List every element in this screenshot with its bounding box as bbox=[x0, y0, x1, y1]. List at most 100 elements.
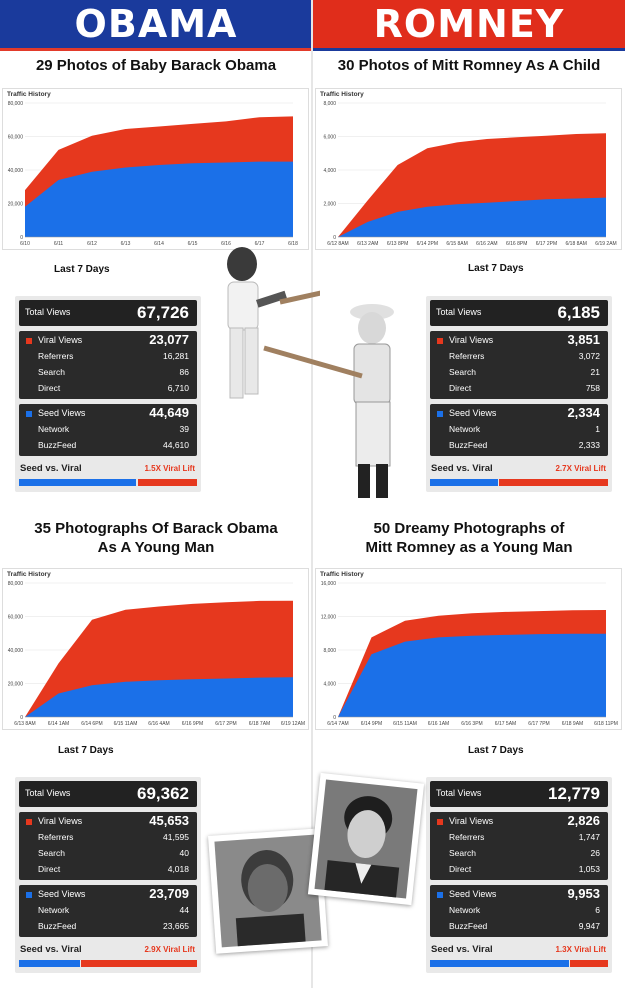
referrers-value: 41,595 bbox=[163, 832, 189, 842]
y-tick-label: 8,000 bbox=[323, 648, 336, 654]
seed-vs-viral-bar bbox=[19, 479, 197, 486]
search-row: Search 21 bbox=[430, 365, 608, 379]
stats-panel: Total Views 6,185 Viral Views 3,851 Refe… bbox=[426, 296, 612, 492]
buzzfeed-row: BuzzFeed 9,947 bbox=[430, 919, 608, 933]
viral-views-block: Viral Views 2,826 Referrers 1,747 Search… bbox=[430, 812, 608, 880]
total-views-box: Total Views 12,779 bbox=[430, 781, 608, 807]
y-tick-label: 80,000 bbox=[8, 101, 24, 107]
traffic-history-label: Traffic History bbox=[320, 571, 364, 578]
x-tick-label: 6/16 bbox=[221, 241, 231, 247]
viral-views-value: 23,077 bbox=[149, 332, 189, 347]
viral-views-label: Viral Views bbox=[38, 816, 83, 826]
direct-value: 4,018 bbox=[167, 864, 189, 874]
viral-views-block: Viral Views 23,077 Referrers 16,281 Sear… bbox=[19, 331, 197, 399]
search-row: Search 40 bbox=[19, 846, 197, 860]
buzzfeed-value: 44,610 bbox=[163, 440, 189, 450]
x-tick-label: 6/14 9PM bbox=[361, 721, 382, 727]
total-views-box: Total Views 67,726 bbox=[19, 300, 197, 326]
viral-views-block: Viral Views 3,851 Referrers 3,072 Search… bbox=[430, 331, 608, 399]
header-obama: OBAMA bbox=[0, 0, 312, 51]
viral-lift-label: 1.3X Viral Lift bbox=[555, 945, 606, 954]
viral-views-row: Viral Views 3,851 bbox=[430, 331, 608, 349]
x-tick-label: 6/17 bbox=[255, 241, 265, 247]
traffic-chart: Traffic History 0 20,000 40,000 60,000 80,00… bbox=[2, 88, 309, 250]
seed-views-row: Seed Views 2,334 bbox=[430, 404, 608, 422]
y-tick-label: 60,000 bbox=[8, 135, 24, 141]
y-tick-label: 80,000 bbox=[8, 581, 24, 587]
viral-bar-fill bbox=[498, 479, 608, 486]
buzzfeed-value: 2,333 bbox=[578, 440, 600, 450]
panel-title: 50 Dreamy Photographs of Mitt Romney as … bbox=[313, 519, 625, 557]
x-tick-label: 6/18 9AM bbox=[562, 721, 583, 727]
young-obama-portrait bbox=[214, 834, 322, 948]
x-tick-label: 6/12 8AM bbox=[327, 241, 348, 247]
y-tick-label: 16,000 bbox=[321, 581, 337, 587]
panel-title-line: 30 Photos of Mitt Romney As A Child bbox=[337, 57, 601, 74]
viral-views-row: Viral Views 2,826 bbox=[430, 812, 608, 830]
panel-title-line: 50 Dreamy Photographs of bbox=[373, 520, 565, 537]
center-divider bbox=[311, 0, 313, 988]
search-label: Search bbox=[449, 367, 476, 377]
x-tick-label: 6/10 bbox=[20, 241, 30, 247]
x-tick-label: 6/14 1AM bbox=[48, 721, 69, 727]
total-views-value: 12,779 bbox=[548, 784, 600, 803]
referrers-row: Referrers 41,595 bbox=[19, 830, 197, 844]
buzzfeed-row: BuzzFeed 2,333 bbox=[430, 438, 608, 452]
seed-views-block: Seed Views 2,334 Network 1 BuzzFeed 2,33… bbox=[430, 404, 608, 456]
referrers-value: 16,281 bbox=[163, 351, 189, 361]
x-tick-label: 6/14 bbox=[154, 241, 164, 247]
x-tick-label: 6/19 2AM bbox=[595, 241, 616, 247]
network-label: Network bbox=[449, 905, 481, 915]
seed-views-row: Seed Views 44,649 bbox=[19, 404, 197, 422]
x-tick-label: 6/17 2PM bbox=[536, 241, 557, 247]
buzzfeed-label: BuzzFeed bbox=[38, 921, 77, 931]
stats-panel: Total Views 12,779 Viral Views 2,826 Ref… bbox=[426, 777, 612, 973]
seed-vs-viral-label: Seed vs. Viral bbox=[20, 463, 82, 474]
y-tick-label: 0 bbox=[20, 715, 23, 721]
direct-label: Direct bbox=[449, 383, 472, 393]
direct-row: Direct 4,018 bbox=[19, 862, 197, 876]
seed-views-value: 23,709 bbox=[149, 886, 189, 901]
direct-label: Direct bbox=[38, 864, 61, 874]
x-tick-label: 6/16 9PM bbox=[182, 721, 203, 727]
search-value: 86 bbox=[179, 367, 189, 377]
traffic-chart: Traffic History 0 2,000 4,000 6,000 8,000 6/1… bbox=[315, 88, 622, 250]
viral-square-icon bbox=[437, 819, 443, 825]
x-tick-label: 6/13 2AM bbox=[357, 241, 378, 247]
panel-title-line: 29 Photos of Baby Barack Obama bbox=[35, 57, 277, 74]
seed-views-value: 44,649 bbox=[149, 405, 189, 420]
x-tick-label: 6/16 3PM bbox=[461, 721, 482, 727]
stats-panel: Total Views 69,362 Viral Views 45,653 Re… bbox=[15, 777, 201, 973]
young-obama-photo bbox=[208, 828, 328, 954]
seed-views-value: 9,953 bbox=[567, 886, 600, 901]
viral-views-block: Viral Views 45,653 Referrers 41,595 Sear… bbox=[19, 812, 197, 880]
viral-views-label: Viral Views bbox=[449, 816, 494, 826]
network-label: Network bbox=[449, 424, 481, 434]
network-row: Network 1 bbox=[430, 422, 608, 436]
traffic-chart-svg: 0 4,000 8,000 12,000 16,000 6/14 7AM 6/14 9PM 6… bbox=[321, 581, 618, 727]
last-7-days-label: Last 7 Days bbox=[54, 264, 110, 275]
direct-row: Direct 6,710 bbox=[19, 381, 197, 395]
y-tick-label: 4,000 bbox=[323, 168, 336, 174]
traffic-history-label: Traffic History bbox=[7, 91, 51, 98]
y-tick-label: 2,000 bbox=[323, 202, 336, 208]
viral-square-icon bbox=[26, 338, 32, 344]
search-value: 26 bbox=[590, 848, 600, 858]
seed-square-icon bbox=[437, 892, 443, 898]
last-7-days-label: Last 7 Days bbox=[468, 745, 524, 756]
x-tick-label: 6/14 6PM bbox=[81, 721, 102, 727]
y-tick-label: 60,000 bbox=[8, 615, 24, 621]
x-tick-label: 6/15 8AM bbox=[446, 241, 467, 247]
total-views-label: Total Views bbox=[436, 307, 482, 317]
viral-lift-label: 2.7X Viral Lift bbox=[555, 464, 606, 473]
x-tick-label: 6/18 bbox=[288, 241, 298, 247]
network-label: Network bbox=[38, 424, 70, 434]
search-label: Search bbox=[449, 848, 476, 858]
header-romney: ROMNEY bbox=[313, 0, 625, 51]
traffic-chart-svg: 0 20,000 40,000 60,000 80,000 6/10 6/11 6/12 6/1… bbox=[8, 101, 298, 247]
x-tick-label: 6/18 8AM bbox=[566, 241, 587, 247]
last-7-days-label: Last 7 Days bbox=[58, 745, 114, 756]
seed-vs-viral-label: Seed vs. Viral bbox=[431, 944, 493, 955]
y-tick-label: 8,000 bbox=[323, 101, 336, 107]
referrers-row: Referrers 3,072 bbox=[430, 349, 608, 363]
